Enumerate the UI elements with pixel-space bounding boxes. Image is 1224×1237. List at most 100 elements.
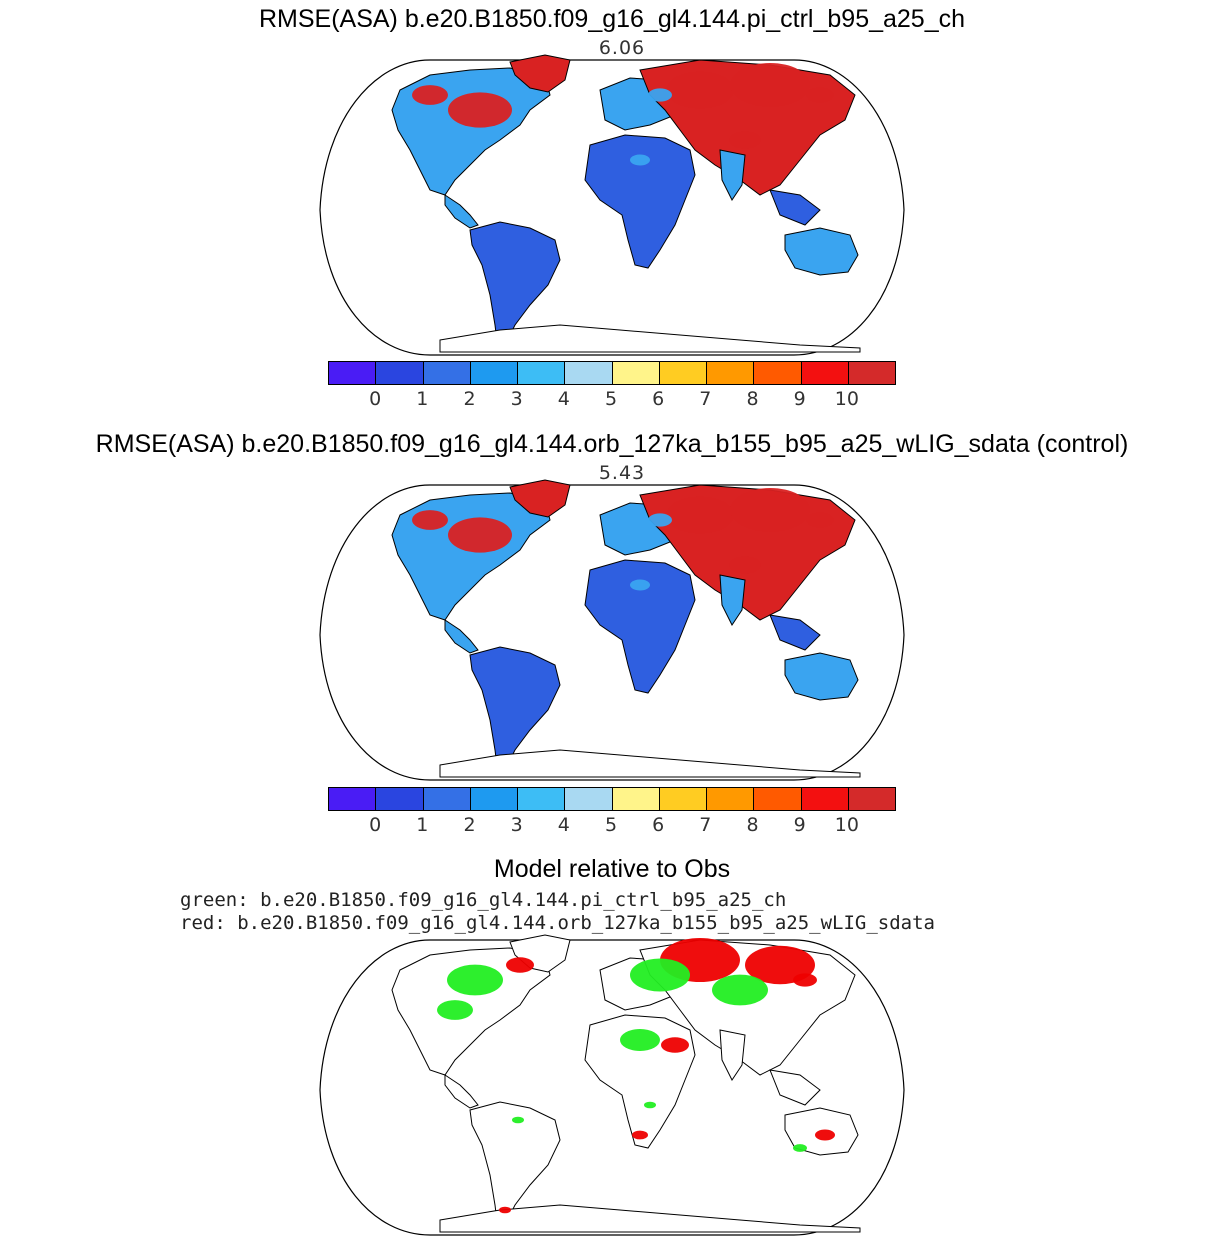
data-patch	[506, 957, 534, 973]
data-patch	[729, 556, 761, 574]
colorbar-swatch	[754, 362, 802, 384]
colorbar-tick-label: 10	[834, 388, 859, 410]
data-patch	[712, 974, 768, 1006]
colorbar-tick-label: 1	[416, 814, 429, 836]
colorbar-tick-label: 2	[463, 814, 476, 836]
data-patch	[793, 973, 817, 987]
colorbar-swatch	[423, 788, 471, 810]
colorbar-tick-label: 8	[746, 814, 759, 836]
data-patch	[644, 1101, 656, 1109]
colorbar-tick-label: 4	[557, 814, 570, 836]
landmass-africa	[584, 559, 696, 694]
data-patch	[806, 512, 834, 528]
colorbar-swatch	[612, 788, 660, 810]
colorbar-tick-label: 8	[746, 388, 759, 410]
colorbar-tick-label: 5	[604, 388, 618, 410]
colorbar-tick-label: 7	[699, 814, 712, 836]
panel1-title: RMSE(ASA) b.e20.B1850.f09_g16_gl4.144.pi…	[258, 5, 966, 33]
colorbar-tick-label: 0	[369, 814, 382, 836]
data-patch	[620, 1029, 660, 1051]
colorbar-swatch	[329, 788, 377, 810]
data-patch	[412, 85, 448, 105]
colorbar-swatch	[659, 788, 707, 810]
colorbar-tick-label: 6	[652, 814, 665, 836]
colorbar-swatch	[565, 362, 613, 384]
data-patch	[447, 964, 503, 996]
colorbar-tick-label: 9	[793, 388, 806, 410]
colorbar-swatch	[659, 362, 707, 384]
colorbar-swatch	[848, 362, 895, 384]
landmass-antarctica	[439, 749, 861, 778]
data-patch	[630, 958, 690, 992]
data-patch	[499, 1206, 511, 1214]
panel1-colorbar-ticks: 0 1 2 3 4 5 6 7 8 9 10	[328, 388, 894, 412]
data-patch	[793, 1144, 807, 1152]
landmass-australia	[784, 227, 859, 276]
panel2-map	[319, 479, 905, 781]
colorbar-tick-label: 9	[793, 814, 806, 836]
landmass-seasia	[769, 614, 821, 651]
landmass-camerica	[444, 1074, 479, 1109]
colorbar-swatch	[423, 362, 471, 384]
landmass-antarctica	[439, 324, 861, 353]
colorbar-swatch	[376, 362, 424, 384]
colorbar-swatch	[518, 788, 566, 810]
panel1-map	[319, 54, 905, 356]
landmass-camerica	[444, 619, 479, 654]
data-patch	[815, 1129, 835, 1141]
landmass-samerica	[469, 1101, 561, 1231]
data-patch	[661, 1037, 689, 1053]
panel2-colorbar	[328, 787, 896, 811]
landmass-camerica	[444, 194, 479, 229]
data-patch	[745, 945, 815, 985]
legend-red: red: b.e20.B1850.f09_g16_gl4.144.orb_127…	[180, 912, 935, 934]
panel2-rmse-value: 5.43	[598, 462, 646, 484]
landmass-seasia	[769, 1069, 821, 1106]
data-patch	[448, 517, 512, 553]
colorbar-swatch	[470, 362, 518, 384]
colorbar-tick-label: 2	[463, 388, 476, 410]
data-patch	[437, 1000, 473, 1020]
colorbar-swatch	[329, 362, 377, 384]
landmass-australia	[784, 652, 859, 701]
panel2-title: RMSE(ASA) b.e20.B1850.f09_g16_gl4.144.or…	[95, 430, 1129, 458]
landmass-samerica	[469, 221, 561, 351]
data-patch	[648, 513, 672, 527]
panel3-title: Model relative to Obs	[493, 855, 731, 883]
colorbar-swatch	[707, 362, 755, 384]
landmass-africa	[584, 134, 696, 269]
landmass-greenland	[509, 479, 571, 518]
data-patch	[666, 71, 734, 109]
data-patch	[729, 131, 761, 149]
data-patch	[806, 87, 834, 103]
data-patch	[512, 1116, 524, 1124]
colorbar-tick-label: 1	[416, 388, 429, 410]
landmass-samerica	[469, 646, 561, 776]
panel2-colorbar-ticks: 0 1 2 3 4 5 6 7 8 9 10	[328, 814, 894, 838]
colorbar-tick-label: 10	[834, 814, 859, 836]
landmass-india	[719, 149, 746, 201]
data-patch	[648, 88, 672, 102]
data-patch	[632, 1130, 648, 1140]
colorbar-tick-label: 4	[557, 388, 570, 410]
legend-green: green: b.e20.B1850.f09_g16_gl4.144.pi_ct…	[180, 889, 787, 911]
colorbar-swatch	[707, 788, 755, 810]
colorbar-tick-label: 7	[699, 388, 712, 410]
data-patch	[730, 63, 810, 107]
data-patch	[630, 154, 650, 166]
colorbar-tick-label: 5	[604, 814, 618, 836]
data-patch	[666, 496, 734, 534]
data-patch	[630, 579, 650, 591]
colorbar-tick-label: 3	[510, 388, 523, 410]
landmass-greenland	[509, 54, 571, 93]
colorbar-swatch	[565, 788, 613, 810]
panel3-map	[319, 934, 905, 1236]
colorbar-swatch	[518, 362, 566, 384]
landmass-seasia	[769, 189, 821, 226]
colorbar-swatch	[801, 362, 849, 384]
landmass-india	[719, 1029, 746, 1081]
colorbar-tick-label: 0	[369, 388, 382, 410]
panel1-colorbar	[328, 361, 896, 385]
colorbar-swatch	[470, 788, 518, 810]
landmass-india	[719, 574, 746, 626]
